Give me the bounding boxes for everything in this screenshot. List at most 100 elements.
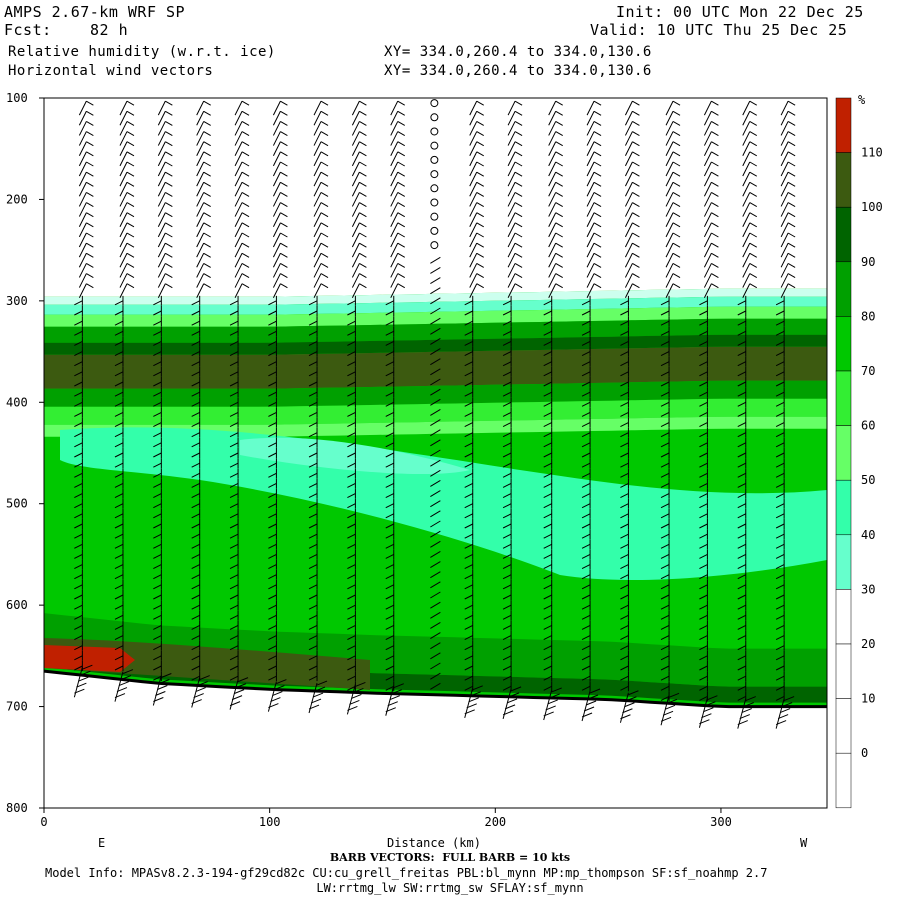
barb-feather [476,161,484,167]
barb-feather [672,151,681,157]
barb-feather [737,371,746,377]
calm-circle [430,170,439,179]
barb-feather [555,222,563,228]
barb-staff [196,283,205,298]
barb-tick [430,469,441,477]
barb-feather [397,110,406,116]
barb-staff [507,171,516,187]
barb-staff [507,100,516,116]
barb-feather [191,330,200,336]
barb-feather [749,262,758,268]
barb-feather [620,442,629,448]
barb-feather [543,320,552,326]
surface-barb-feather [506,698,518,704]
barb-feather [308,594,318,600]
barb-feather [385,533,394,539]
barb-feather [153,614,162,620]
barb-feather [543,310,552,316]
barb-feather [268,553,277,559]
barb-feather [593,202,602,208]
surface-barb-feather [779,708,791,714]
colorbar-swatch [835,643,852,699]
barb-feather [660,523,670,529]
barb-feather [347,594,356,600]
calm-circle [430,99,439,108]
rh-100-low [44,638,370,690]
surface-barb-feather [626,696,637,702]
barb-feather [632,262,640,268]
barb-feather [543,665,552,671]
barb-feather [775,391,785,397]
barb-staff [703,212,712,227]
barb-feather [775,645,785,651]
surface-barb-feather [664,704,676,710]
barb-feather [775,564,785,570]
barb-feather [555,161,563,167]
barb-feather [229,391,239,397]
barb-feather [593,232,602,238]
barb-staff [313,141,322,156]
barb-feather [153,310,162,316]
barb-feather [620,503,629,509]
barb-feather [749,232,758,238]
barb-feather [320,242,329,248]
barb-feather [775,604,785,610]
barb-feather [153,371,162,377]
barb-staff [548,202,557,217]
barb-feather [268,614,277,620]
barb-staff [586,111,595,126]
barb-staff [157,263,166,278]
barb-staff [665,182,674,197]
barb-feather [464,300,473,306]
barb-column [464,100,484,718]
barb-feather [385,381,394,387]
barb-feather [229,320,239,326]
barb-feather [737,564,746,570]
barb-feather [711,273,719,279]
barb-feather [672,161,681,167]
barb-staff [234,242,243,258]
barb-feather [737,472,746,478]
barb-tick [430,368,441,376]
barb-feather [191,655,200,661]
barb-feather [320,191,329,197]
barb-feather [660,330,670,336]
barb-feather [632,283,640,289]
surface-barb-feather [159,679,170,684]
barb-tick [430,672,441,680]
barb-feather [165,252,173,258]
barb-feather [126,283,135,289]
barb-feather [114,645,124,651]
barb-staff [624,141,633,156]
barb-staff [507,121,516,136]
x-tick-label: 300 [710,815,732,829]
barb-feather [268,533,277,539]
barb-staff [272,151,281,167]
barb-feather [620,422,629,428]
barb-feather [699,371,708,377]
barb-feather [114,584,124,590]
barb-tick [430,621,441,629]
barb-feather [229,401,239,407]
barb-feather [775,320,785,326]
barb-staff [665,121,674,136]
barb-feather [191,543,200,549]
barb-staff [390,242,399,258]
barb-feather [359,252,367,258]
barb-feather [308,543,318,549]
barb-staff [586,253,595,268]
barb-feather [114,493,124,499]
surface-barb-feather [502,710,514,716]
barb-staff [196,141,205,156]
y-tick-label: 500 [6,497,28,511]
barb-feather [699,300,708,306]
barb-feather [153,330,162,336]
barb-feather [543,655,552,661]
colorbar-label: 30 [861,582,875,596]
barb-feather [749,273,758,279]
barb-feather [268,442,277,448]
barb-staff [548,212,557,227]
barb-feather [74,411,83,417]
barb-staff [586,182,595,197]
barb-feather [359,273,367,279]
